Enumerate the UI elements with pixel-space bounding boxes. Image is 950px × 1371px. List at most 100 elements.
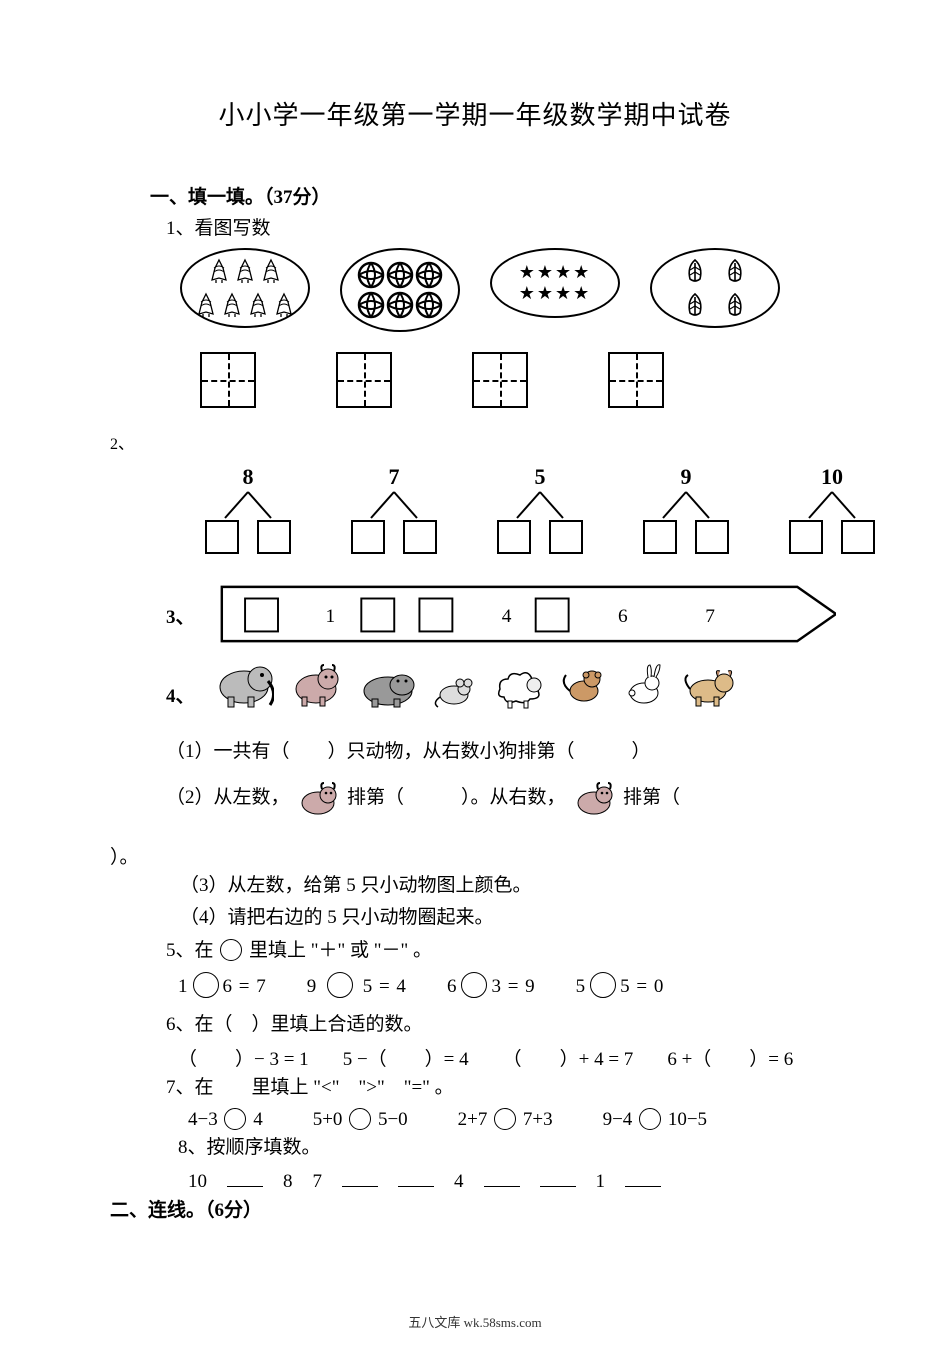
bird-icon — [208, 258, 230, 284]
circle-blank[interactable] — [349, 1108, 371, 1130]
seq-n: 10 — [188, 1171, 207, 1193]
monkey-icon — [560, 659, 608, 709]
q8-label: 8、按顺序填数。 — [178, 1133, 840, 1163]
q4-sub2-close: ）。 — [110, 842, 840, 869]
bird-icon — [273, 292, 295, 318]
ball-icon — [415, 261, 443, 289]
number-line: 1 4 6 7 — [216, 576, 836, 652]
q4-sub3: （3）从左数，给第 5 只小动物图上颜色。 — [180, 871, 840, 901]
bird-icon — [260, 258, 282, 284]
ball-icon — [386, 291, 414, 319]
circle-blank[interactable] — [224, 1108, 246, 1130]
number-split: 10 — [789, 464, 875, 554]
seq-blank[interactable] — [398, 1167, 434, 1187]
tian-box[interactable] — [472, 352, 528, 408]
q1-group-1 — [180, 248, 310, 328]
mouse-icon — [432, 669, 476, 709]
q6-e1: （ ）− 3 = 1 — [178, 1044, 309, 1071]
q7-label: 7、在 里填上 "<" ">" "=" 。 — [166, 1073, 840, 1103]
star-row: ★★★★ — [519, 262, 592, 283]
numline-val: 4 — [502, 606, 512, 627]
seq-n: 4 — [454, 1171, 464, 1193]
split-number: 9 — [681, 464, 692, 490]
seq-blank[interactable] — [484, 1167, 520, 1187]
number-split: 9 — [643, 464, 729, 554]
q4-sub2c: 排第（ — [623, 787, 680, 808]
bird-icon — [195, 292, 217, 318]
q7-p1: 4−3 4 — [188, 1108, 263, 1131]
seq-blank[interactable] — [227, 1167, 263, 1187]
q1-group-2 — [340, 248, 460, 332]
circle-placeholder-icon — [220, 939, 242, 961]
seq-blank[interactable] — [342, 1167, 378, 1187]
split-lines-icon — [359, 490, 429, 520]
answer-box[interactable] — [643, 520, 677, 554]
q3: 3、 1 4 6 7 — [166, 576, 840, 657]
split-lines-icon — [213, 490, 283, 520]
q1-group-4 — [650, 248, 780, 328]
q6-e4: 6 +（ ）= 6 — [667, 1044, 793, 1071]
q5-eq3: 63 = 9 — [447, 972, 536, 998]
leaf-icon — [682, 291, 708, 319]
answer-box[interactable] — [789, 520, 823, 554]
star-row: ★★★★ — [519, 283, 592, 304]
q1-answer-boxes — [200, 352, 840, 408]
cow-inline-icon — [296, 777, 340, 827]
q5-eq4: 55 = 0 — [576, 972, 665, 998]
split-lines-icon — [651, 490, 721, 520]
number-split: 7 — [351, 464, 437, 554]
answer-box[interactable] — [841, 520, 875, 554]
leaf-icon — [722, 257, 748, 285]
answer-box[interactable] — [403, 520, 437, 554]
q3-label: 3、 — [166, 602, 195, 629]
q1-image-row: ★★★★ ★★★★ — [180, 248, 840, 332]
split-number: 7 — [389, 464, 400, 490]
q6-e2: 5 −（ ）= 4 — [343, 1044, 469, 1071]
seq-blank[interactable] — [540, 1167, 576, 1187]
q1-label: 1、看图写数 — [166, 213, 840, 240]
tian-box[interactable] — [336, 352, 392, 408]
q7-equations: 4−3 4 5+0 5−0 2+7 7+3 9−4 10−5 — [188, 1108, 840, 1131]
q2: 2、 8 7 5 9 10 — [110, 430, 840, 554]
q5-equations: 16 = 7 9 5 = 4 63 = 9 55 = 0 — [178, 972, 840, 998]
seq-blank[interactable] — [625, 1167, 661, 1187]
tian-box[interactable] — [608, 352, 664, 408]
q4-sub2: （2）从左数， 排第（ ）。从右数， 排第（ — [166, 777, 840, 827]
circle-blank[interactable] — [327, 972, 353, 998]
answer-box[interactable] — [351, 520, 385, 554]
q5-label-b: 里填上 "＋" 或 "－" 。 — [249, 940, 432, 961]
numline-val: 7 — [705, 606, 715, 627]
split-number: 5 — [535, 464, 546, 490]
answer-box[interactable] — [257, 520, 291, 554]
tian-box[interactable] — [200, 352, 256, 408]
ball-icon — [386, 261, 414, 289]
answer-box[interactable] — [695, 520, 729, 554]
bird-icon — [221, 292, 243, 318]
answer-box[interactable] — [205, 520, 239, 554]
bird-icon — [247, 292, 269, 318]
answer-box[interactable] — [549, 520, 583, 554]
circle-blank[interactable] — [494, 1108, 516, 1130]
leaf-icon — [722, 291, 748, 319]
circle-blank[interactable] — [461, 972, 487, 998]
split-lines-icon — [797, 490, 867, 520]
ball-icon — [357, 261, 385, 289]
circle-blank[interactable] — [590, 972, 616, 998]
q5-eq2: 9 5 = 4 — [307, 972, 407, 998]
answer-box[interactable] — [497, 520, 531, 554]
q5-eq1: 16 = 7 — [178, 972, 267, 998]
seq-n: 8 — [283, 1171, 293, 1193]
circle-blank[interactable] — [639, 1108, 661, 1130]
numline-val: 6 — [618, 606, 628, 627]
section-2-heading: 二、连线。（6分） — [110, 1195, 840, 1222]
q7-p4: 9−4 10−5 — [603, 1108, 707, 1131]
page-footer: 五八文库 wk.58sms.com — [110, 1312, 840, 1331]
q5-label-a: 5、在 — [166, 940, 214, 961]
q1-group-3: ★★★★ ★★★★ — [490, 248, 620, 318]
ball-icon — [357, 291, 385, 319]
leaf-icon — [682, 257, 708, 285]
ball-icon — [415, 291, 443, 319]
q4-sub4: （4）请把右边的 5 只小动物圈起来。 — [180, 903, 840, 933]
q4-sub1: （1）一共有（ ）只动物，从右数小狗排第（ ） — [166, 737, 840, 767]
circle-blank[interactable] — [193, 972, 219, 998]
